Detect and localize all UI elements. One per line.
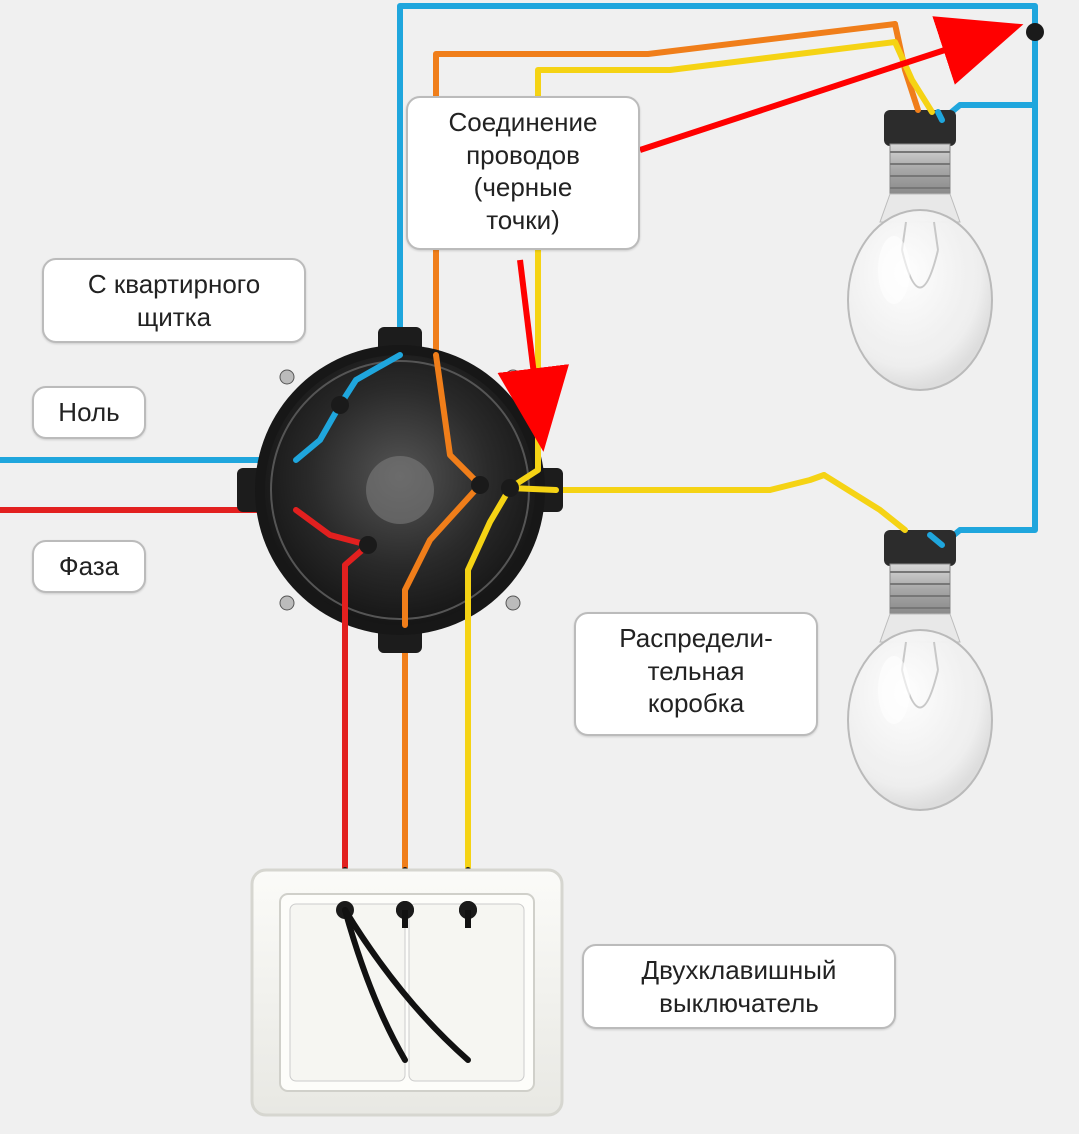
label-from-panel: С квартирногощитка xyxy=(42,258,306,343)
label-wire-connection: Соединениепроводов(черныеточки) xyxy=(406,96,640,250)
label-double-switch: Двухклавишныйвыключатель xyxy=(582,944,896,1029)
label-junction-box: Распредели-тельнаякоробка xyxy=(574,612,818,736)
label-neutral: Ноль xyxy=(32,386,146,439)
double-switch xyxy=(252,870,562,1115)
light-bulbs xyxy=(824,24,992,810)
label-phase: Фаза xyxy=(32,540,146,593)
